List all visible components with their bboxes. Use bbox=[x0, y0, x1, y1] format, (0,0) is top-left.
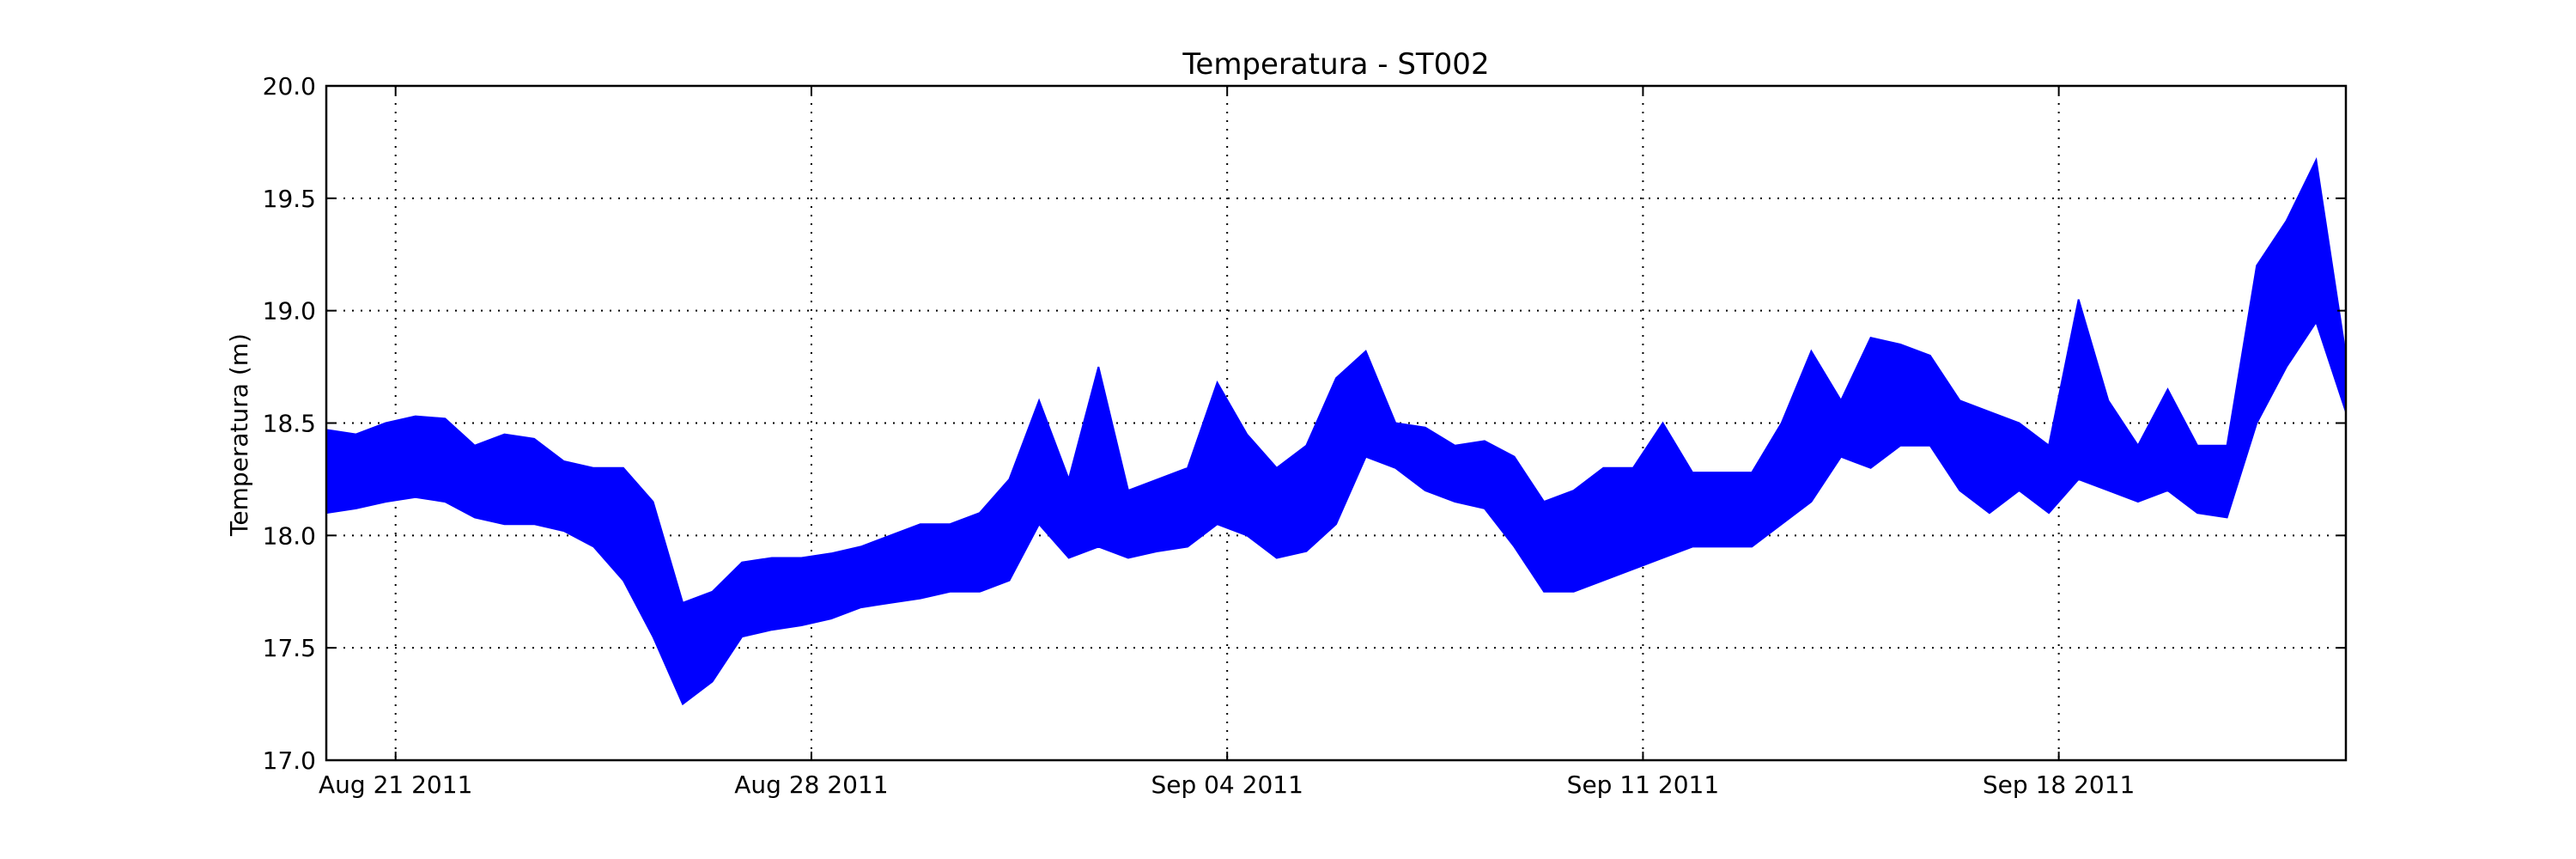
y-tick-label: 18.0 bbox=[263, 521, 316, 550]
axis-ticks: 17.0 17.5 18.0 18.5 19.0 19.5 20.0 Aug 21 2011 A… bbox=[263, 72, 2346, 799]
y-tick-label: 17.0 bbox=[263, 746, 316, 775]
x-tick-label: Sep 18 2011 bbox=[1983, 771, 2135, 799]
x-tick-label: Sep 04 2011 bbox=[1151, 771, 1303, 799]
x-tick-label: Aug 28 2011 bbox=[734, 771, 888, 799]
y-tick-label: 18.5 bbox=[263, 410, 316, 438]
y-tick-label: 19.0 bbox=[263, 297, 316, 326]
plot-area-frame bbox=[325, 84, 2348, 762]
x-tick-label: Aug 21 2011 bbox=[319, 771, 472, 799]
y-tick-label: 17.5 bbox=[263, 634, 316, 662]
chart-title: Temperatura - ST002 bbox=[1182, 47, 1489, 82]
y-tick-label: 20.0 bbox=[263, 72, 316, 101]
y-axis-label: Temperatura (m) bbox=[225, 333, 253, 537]
x-tick-label: Sep 11 2011 bbox=[1567, 771, 1719, 799]
y-tick-label: 19.5 bbox=[263, 185, 316, 213]
